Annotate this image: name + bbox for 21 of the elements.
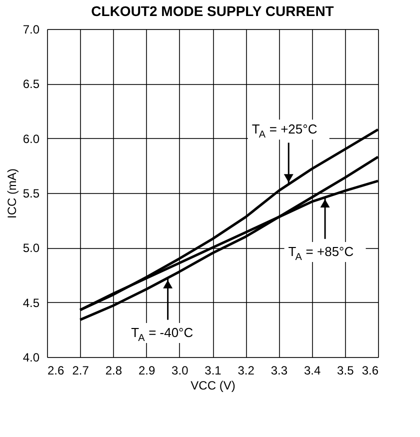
y-tick-label: 4.0 (22, 350, 40, 364)
chart-title: CLKOUT2 MODE SUPPLY CURRENT (91, 3, 334, 19)
x-tick-label: 3.2 (238, 364, 255, 378)
x-tick-label: 2.9 (138, 364, 156, 378)
y-tick-label: 5.5 (22, 186, 40, 200)
y-tick-label: 6.0 (22, 132, 40, 146)
x-tick-label: 2.6 (48, 364, 65, 378)
x-axis-title: VCC (V) (190, 378, 236, 392)
x-tick-label: 3.3 (270, 364, 288, 378)
x-tick-label: 3.0 (172, 364, 189, 378)
y-tick-label: 6.5 (22, 77, 40, 92)
y-tick-label: 5.0 (22, 241, 40, 256)
y-axis-title: ICC (mA) (4, 168, 19, 218)
x-tick-label: 3.5 (337, 364, 354, 378)
y-tick-label: 7.0 (22, 22, 40, 36)
x-tick-label: 3.1 (204, 364, 222, 378)
y-tick-label: 4.5 (22, 296, 40, 310)
x-tick-label: 3.6 (362, 364, 379, 378)
x-tick-label: 2.7 (72, 364, 90, 378)
x-tick-label: 3.4 (304, 364, 321, 378)
x-tick-label: 2.8 (105, 364, 122, 378)
